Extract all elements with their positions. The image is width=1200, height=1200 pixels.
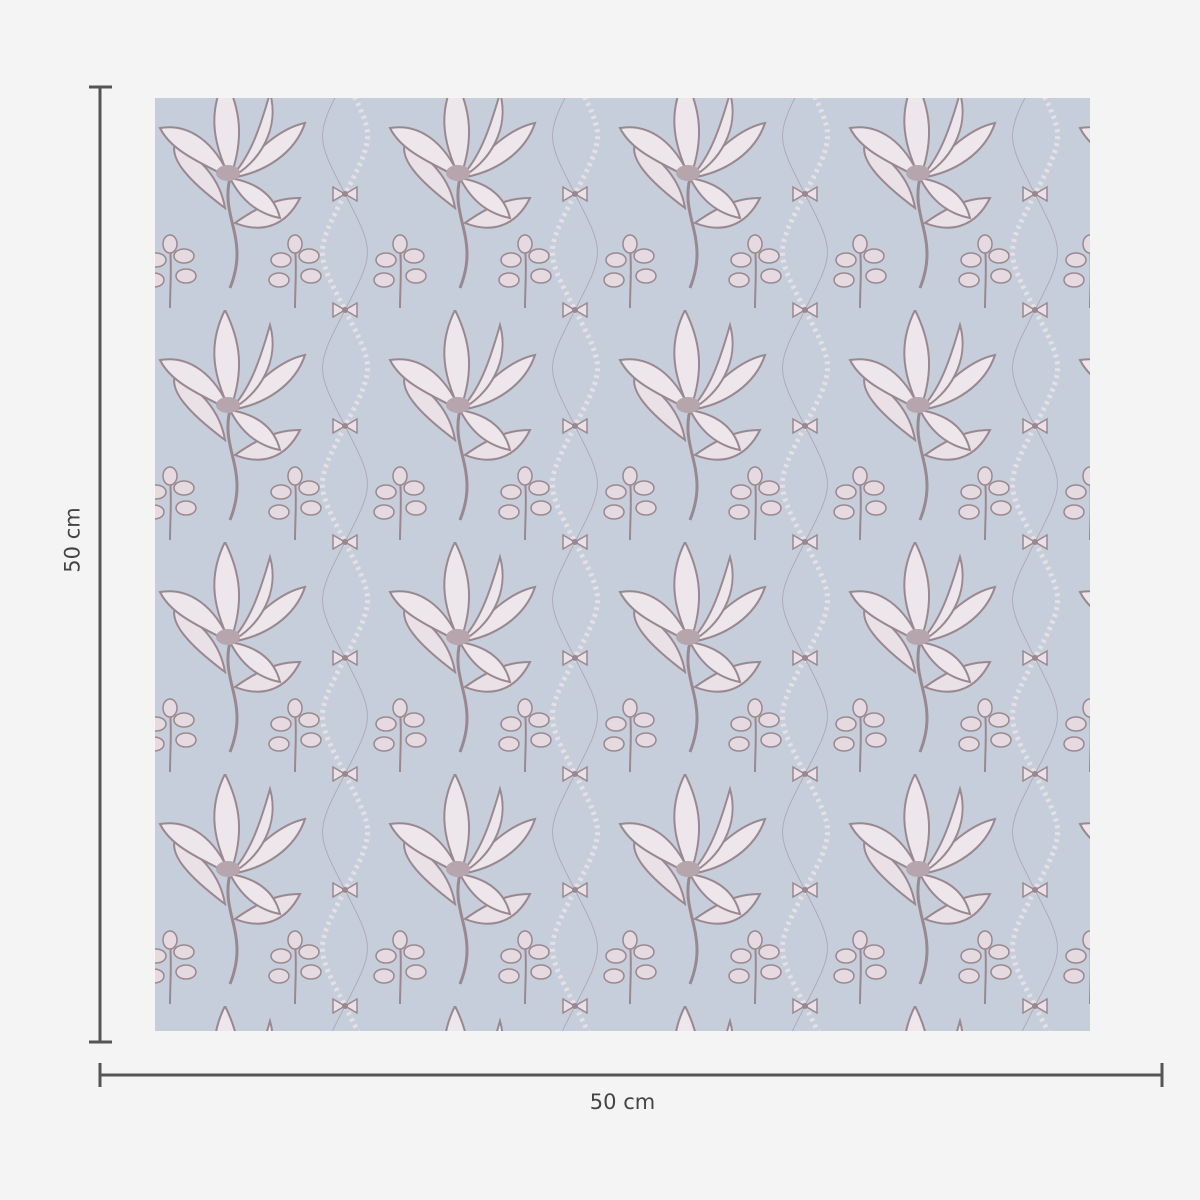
- wallpaper-pattern: [155, 98, 1090, 1031]
- width-label: 50 cm: [589, 1090, 656, 1114]
- height-label: 50 cm: [60, 507, 85, 573]
- width-dimension-line: [98, 1063, 1164, 1087]
- height-dimension-line: [89, 85, 112, 1044]
- wallpaper-swatch: [155, 98, 1090, 1031]
